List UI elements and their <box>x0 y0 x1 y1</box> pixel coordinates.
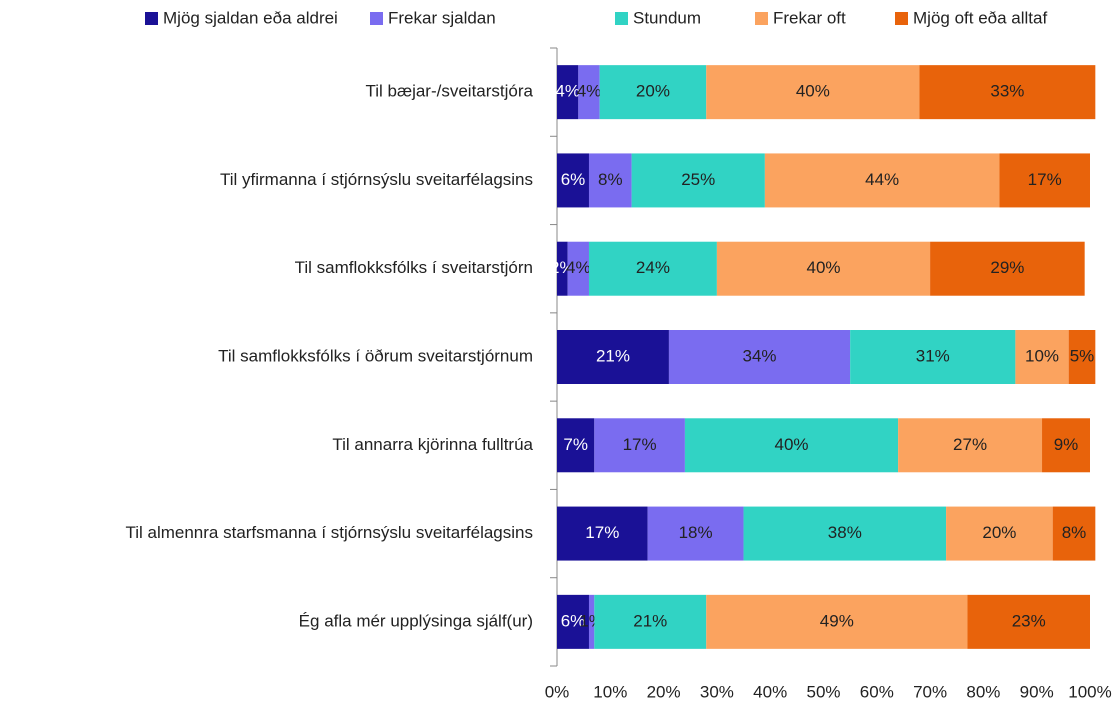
value-label: 38% <box>828 523 862 542</box>
bar-segment <box>967 594 1090 649</box>
bar-segment <box>1052 506 1096 561</box>
value-label: 23% <box>1012 611 1046 630</box>
value-label: 20% <box>636 82 670 101</box>
bar-segment <box>557 594 589 649</box>
value-label: 17% <box>1028 170 1062 189</box>
bar-segment <box>557 241 568 296</box>
value-label: 40% <box>806 258 840 277</box>
bar-segment <box>557 153 589 208</box>
legend-label: Stundum <box>633 8 701 27</box>
legend-swatch <box>615 12 628 25</box>
bar-segment <box>594 594 707 649</box>
bar-segment <box>684 418 899 473</box>
value-label: 7% <box>563 435 588 454</box>
bar-segment <box>631 153 765 208</box>
category-label: Til bæjar-/sveitarstjóra <box>365 82 533 101</box>
bar-segment <box>588 153 632 208</box>
value-label: 4% <box>577 82 602 101</box>
category-label: Til samflokksfólks í öðrum sveitarstjórn… <box>218 346 533 365</box>
bar-segment <box>594 418 685 473</box>
value-label: 21% <box>633 611 667 630</box>
value-label: 34% <box>743 346 777 365</box>
category-label: Til annarra kjörinna fulltrúa <box>332 435 533 454</box>
bar-segment <box>1068 330 1096 384</box>
bar-segment <box>1042 418 1090 473</box>
value-label: 40% <box>775 435 809 454</box>
bar-segment <box>764 153 1000 208</box>
value-label: 5% <box>1070 346 1095 365</box>
bar-segment <box>557 330 669 384</box>
legend-swatch <box>145 12 158 25</box>
value-label: 44% <box>865 170 899 189</box>
bar-segment <box>743 506 947 561</box>
x-tick-label: 80% <box>966 682 1000 701</box>
value-label: 29% <box>990 258 1024 277</box>
value-label: 8% <box>1062 523 1087 542</box>
x-tick-label: 30% <box>700 682 734 701</box>
value-label: 4% <box>555 82 580 101</box>
value-label: 17% <box>585 523 619 542</box>
bar-segment <box>1015 330 1069 384</box>
bar-segment <box>578 65 600 120</box>
value-label: 21% <box>596 346 630 365</box>
bar-segment <box>706 594 968 649</box>
bar-segment <box>588 241 717 296</box>
value-label: 10% <box>1025 346 1059 365</box>
bar-segment <box>557 65 579 120</box>
value-label: 31% <box>916 346 950 365</box>
bar-segment <box>588 594 595 649</box>
value-label: 24% <box>636 258 670 277</box>
x-tick-label: 60% <box>860 682 894 701</box>
x-tick-label: 70% <box>913 682 947 701</box>
x-tick-label: 10% <box>593 682 627 701</box>
legend-swatch <box>370 12 383 25</box>
value-label: 25% <box>681 170 715 189</box>
bar-segment <box>930 241 1085 296</box>
value-label: 4% <box>566 258 591 277</box>
category-label: Til yfirmanna í stjórnsýslu sveitarfélag… <box>220 170 533 189</box>
category-label: Til almennra starfsmanna í stjórnsýslu s… <box>125 523 533 542</box>
value-label: 6% <box>561 611 586 630</box>
value-label: 6% <box>561 170 586 189</box>
x-tick-label: 20% <box>647 682 681 701</box>
value-label: 8% <box>598 170 623 189</box>
value-label: 20% <box>982 523 1016 542</box>
bar-segment <box>557 418 595 473</box>
bar-segment <box>999 153 1090 208</box>
bar-segment <box>567 241 589 296</box>
value-label: 18% <box>679 523 713 542</box>
value-label: 17% <box>623 435 657 454</box>
legend-label: Mjög sjaldan eða aldrei <box>163 8 338 27</box>
bar-segment <box>706 65 920 120</box>
bar-segment <box>599 65 707 120</box>
category-label: Ég afla mér upplýsinga sjálf(ur) <box>299 611 533 630</box>
bar-segment <box>850 330 1016 384</box>
bar-segment <box>647 506 744 561</box>
x-tick-label: 100% <box>1068 682 1111 701</box>
category-label: Til samflokksfólks í sveitarstjórn <box>295 258 533 277</box>
legend-label: Frekar sjaldan <box>388 8 496 27</box>
legend-swatch <box>755 12 768 25</box>
bar-segment <box>716 241 931 296</box>
x-tick-label: 50% <box>806 682 840 701</box>
value-label: 49% <box>820 611 854 630</box>
x-tick-label: 0% <box>545 682 570 701</box>
bar-segment <box>668 330 851 384</box>
x-tick-label: 90% <box>1020 682 1054 701</box>
bar-segment <box>946 506 1053 561</box>
bar-segment <box>557 506 648 561</box>
value-label: 9% <box>1054 435 1079 454</box>
bar-segment <box>919 65 1096 120</box>
value-label: 33% <box>990 82 1024 101</box>
value-label: 27% <box>953 435 987 454</box>
bar-segment <box>898 418 1043 473</box>
legend-swatch <box>895 12 908 25</box>
x-tick-label: 40% <box>753 682 787 701</box>
legend-label: Frekar oft <box>773 8 846 27</box>
value-label: 40% <box>796 82 830 101</box>
legend-label: Mjög oft eða alltaf <box>913 8 1047 27</box>
